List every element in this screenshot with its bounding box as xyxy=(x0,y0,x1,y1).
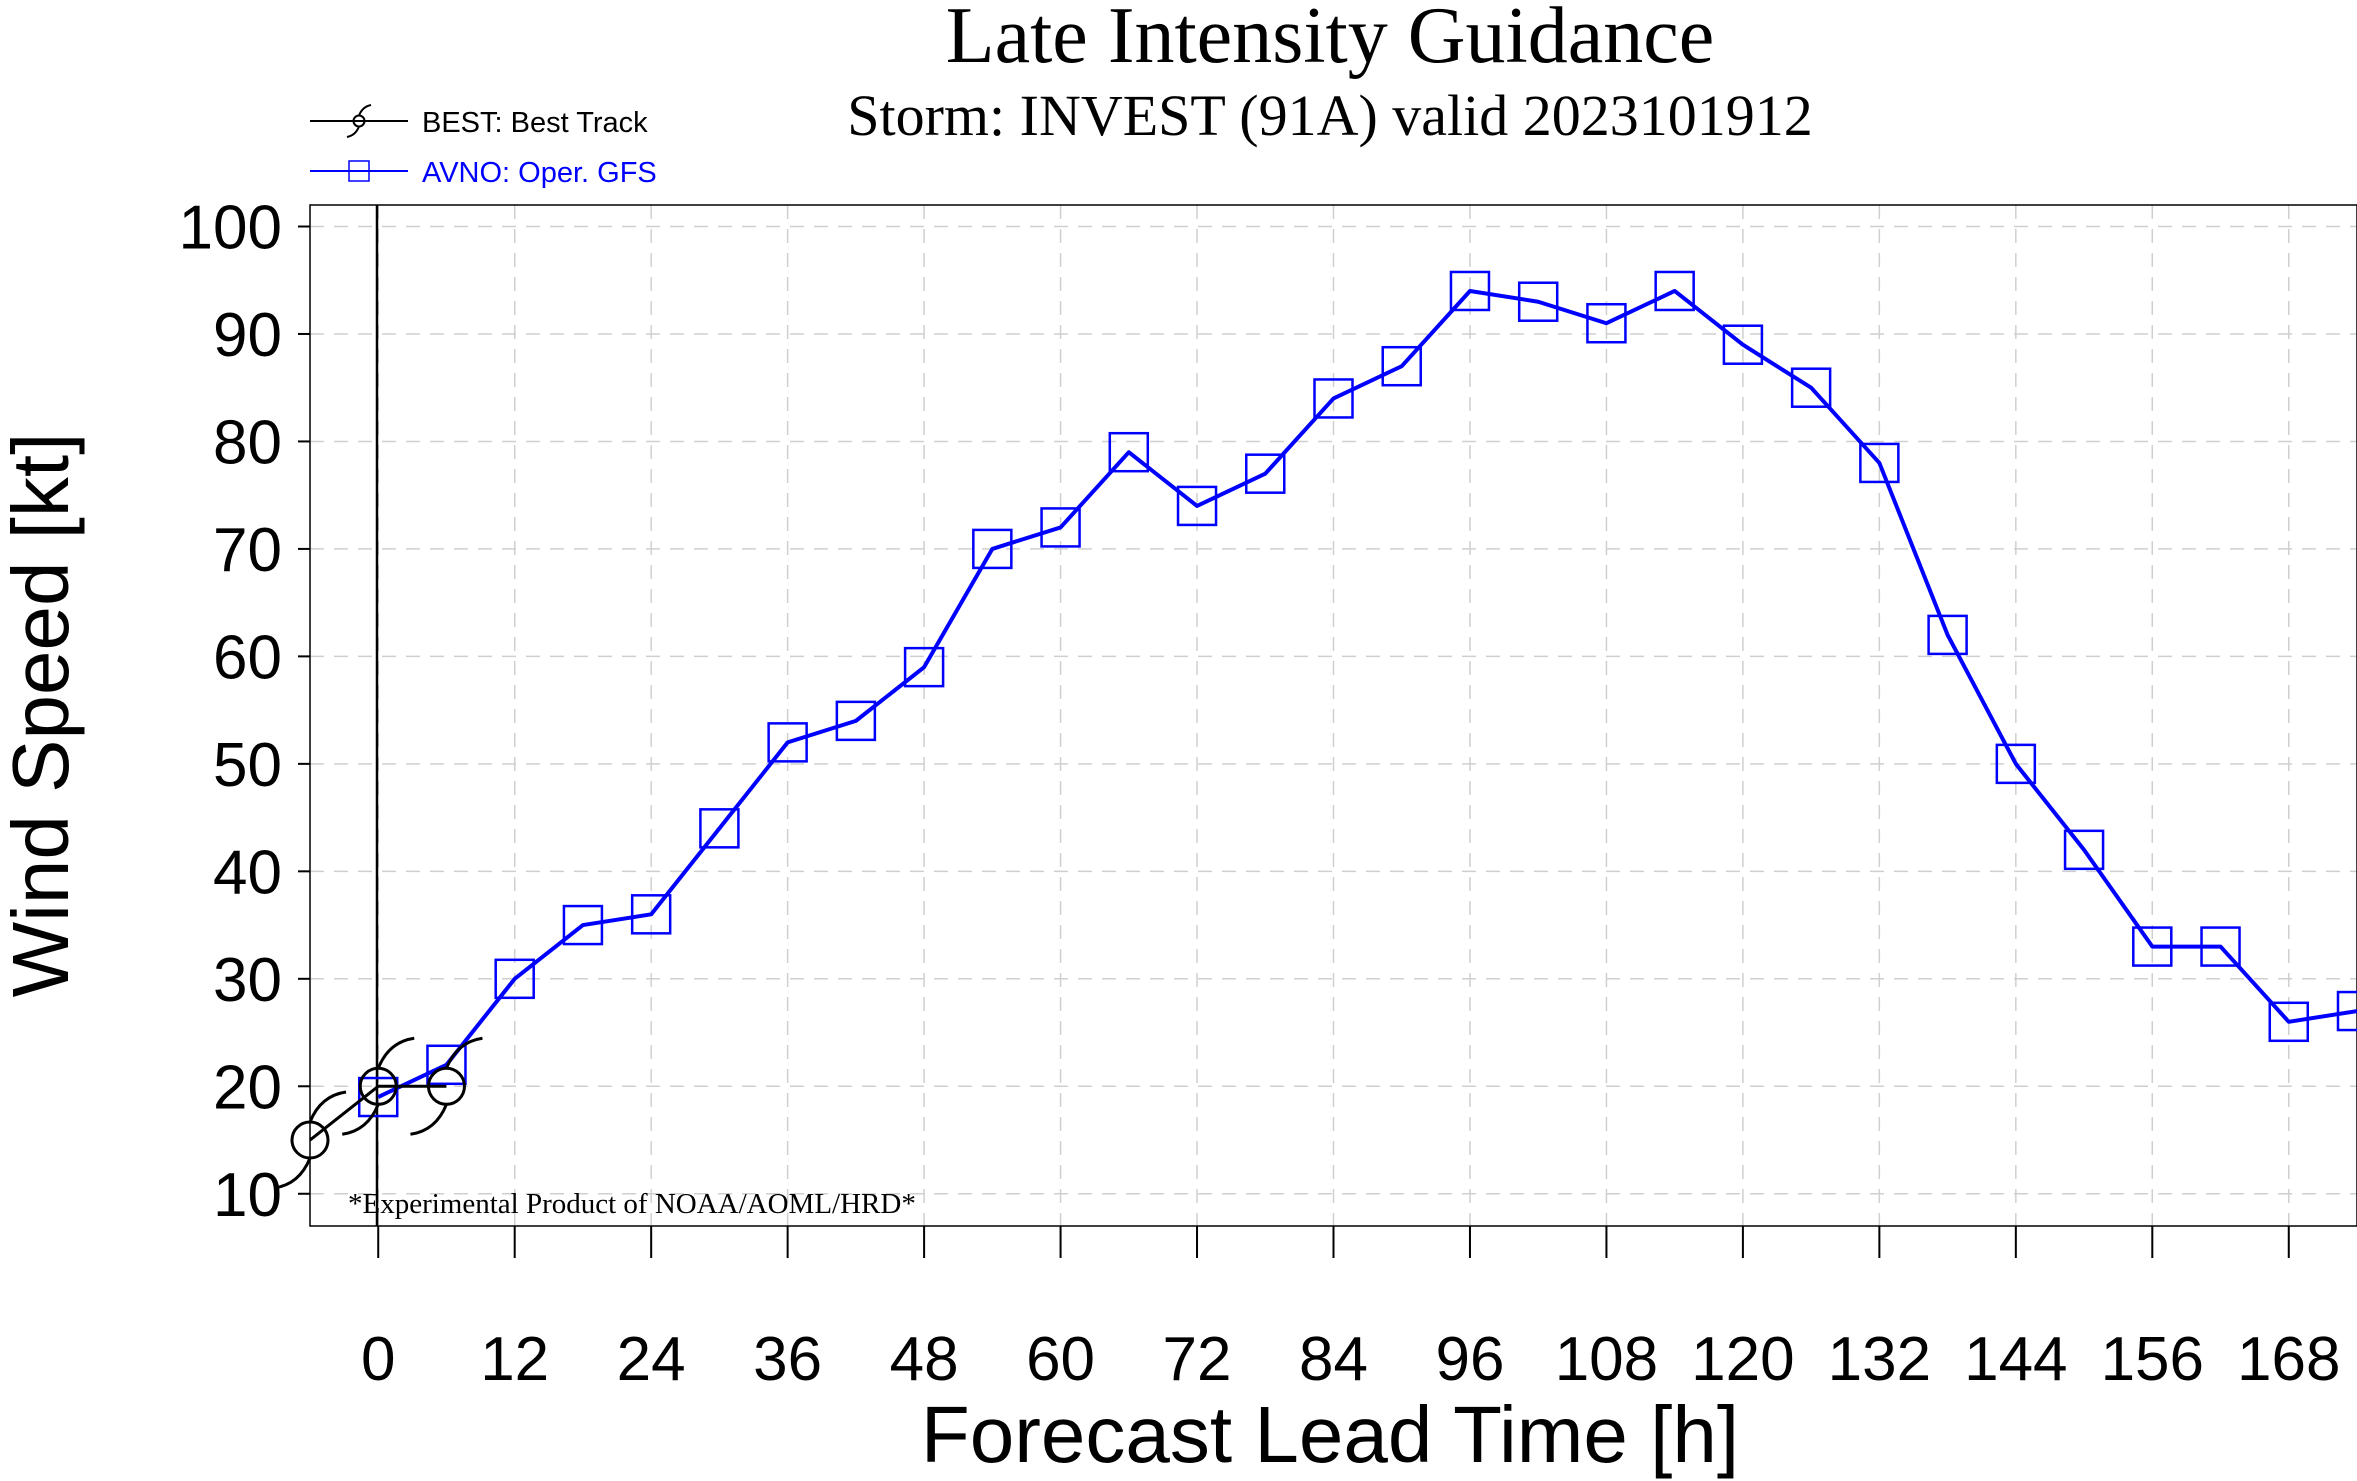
x-tick-label: 96 xyxy=(1435,1325,1504,1394)
best-point xyxy=(341,1036,415,1136)
avno-point xyxy=(562,904,604,946)
x-tick-label: 168 xyxy=(2237,1325,2340,1394)
avno-point xyxy=(1176,485,1218,527)
legend-avno-label: AVNO: Oper. GFS xyxy=(422,157,657,189)
avno-point xyxy=(1381,345,1422,387)
avno-point xyxy=(2132,926,2173,967)
avno-point xyxy=(1040,507,1081,548)
y-axis-label: Wind Speed [kt] xyxy=(0,433,85,998)
x-tick-label: 24 xyxy=(617,1325,686,1394)
legend-best-label: BEST: Best Track xyxy=(422,107,648,139)
avno-point xyxy=(1245,453,1286,494)
avno-point xyxy=(835,700,877,742)
y-tick-label: 70 xyxy=(213,516,282,585)
avno-point xyxy=(1108,431,1150,473)
best-point xyxy=(273,1090,347,1190)
grid-lines xyxy=(310,205,2357,1226)
avno-point xyxy=(767,722,808,763)
avno-point xyxy=(1859,442,1900,484)
avno-point xyxy=(2063,829,2105,871)
series-layer xyxy=(273,270,2357,1190)
avno-point xyxy=(903,646,945,688)
y-tick-label: 40 xyxy=(213,838,282,907)
best-point-arm xyxy=(376,1036,415,1069)
x-tick-label: 60 xyxy=(1026,1325,1095,1394)
avno-point xyxy=(1790,367,1832,408)
avno-line xyxy=(377,288,2357,1099)
avno-point xyxy=(1586,302,1627,344)
avno-point xyxy=(2200,926,2241,967)
x-tick-label: 84 xyxy=(1299,1325,1368,1394)
x-tick-label: 48 xyxy=(890,1325,959,1394)
chart-title: Late Intensity Guidance xyxy=(946,0,1715,80)
y-tick-label: 50 xyxy=(213,731,282,800)
best-point-arm xyxy=(308,1090,347,1123)
avno-point xyxy=(2268,1001,2310,1043)
y-tick-label: 20 xyxy=(213,1053,282,1122)
best-point-arm xyxy=(273,1157,312,1190)
legend-avno-marker xyxy=(348,160,370,182)
x-tick-label: 0 xyxy=(361,1325,395,1394)
avno-point xyxy=(494,958,535,1000)
avno-point xyxy=(426,1044,467,1086)
x-tick-label: 72 xyxy=(1163,1325,1232,1394)
x-tick-label: 120 xyxy=(1691,1325,1794,1394)
x-tick-label: 12 xyxy=(480,1325,549,1394)
legend-best-marker xyxy=(346,104,372,138)
experimental-annotation: *Experimental Product of NOAA/AOML/HRD* xyxy=(348,1188,916,1220)
y-tick-label: 80 xyxy=(213,408,282,477)
x-tick-label: 132 xyxy=(1828,1325,1931,1394)
x-axis-label: Forecast Lead Time [h] xyxy=(921,1390,1739,1479)
y-tick-label: 60 xyxy=(213,623,282,692)
best-point-arm xyxy=(410,1103,448,1136)
plot-frame xyxy=(309,204,2357,1227)
best-point xyxy=(410,1036,483,1136)
avno-point xyxy=(1722,324,1764,365)
avno-point xyxy=(699,808,740,849)
avno-point xyxy=(1517,281,1559,322)
chart-subtitle: Storm: INVEST (91A) valid 2023101912 xyxy=(847,83,1813,148)
best-point-arm xyxy=(341,1103,380,1136)
best-point-arm xyxy=(445,1036,483,1069)
y-tick-label: 90 xyxy=(213,301,282,370)
avno-point xyxy=(357,1076,399,1118)
axis-ticks: 10 20 30 40 50 60 70 80 90 100 0 12 24 36 48 60 72 84 96 10… xyxy=(179,193,2341,1394)
best-line xyxy=(309,1084,447,1142)
y-tick-label: 10 xyxy=(213,1161,282,1230)
x-tick-label: 144 xyxy=(1964,1325,2067,1394)
avno-point xyxy=(1449,270,1491,312)
avno-point xyxy=(2336,990,2357,1032)
legend: BEST: Best Track AVNO: Oper. GFS xyxy=(310,104,657,189)
avno-point xyxy=(630,894,672,935)
avno-point xyxy=(1313,378,1354,419)
avno-point xyxy=(1927,614,1968,656)
x-tick-label: 36 xyxy=(753,1325,822,1394)
y-tick-label: 30 xyxy=(213,946,282,1015)
avno-point xyxy=(1654,270,1695,312)
x-tick-label: 156 xyxy=(2101,1325,2204,1394)
y-tick-label: 100 xyxy=(179,193,282,262)
x-tick-label: 108 xyxy=(1555,1325,1658,1394)
avno-point xyxy=(972,528,1013,570)
avno-point xyxy=(1995,743,2037,785)
